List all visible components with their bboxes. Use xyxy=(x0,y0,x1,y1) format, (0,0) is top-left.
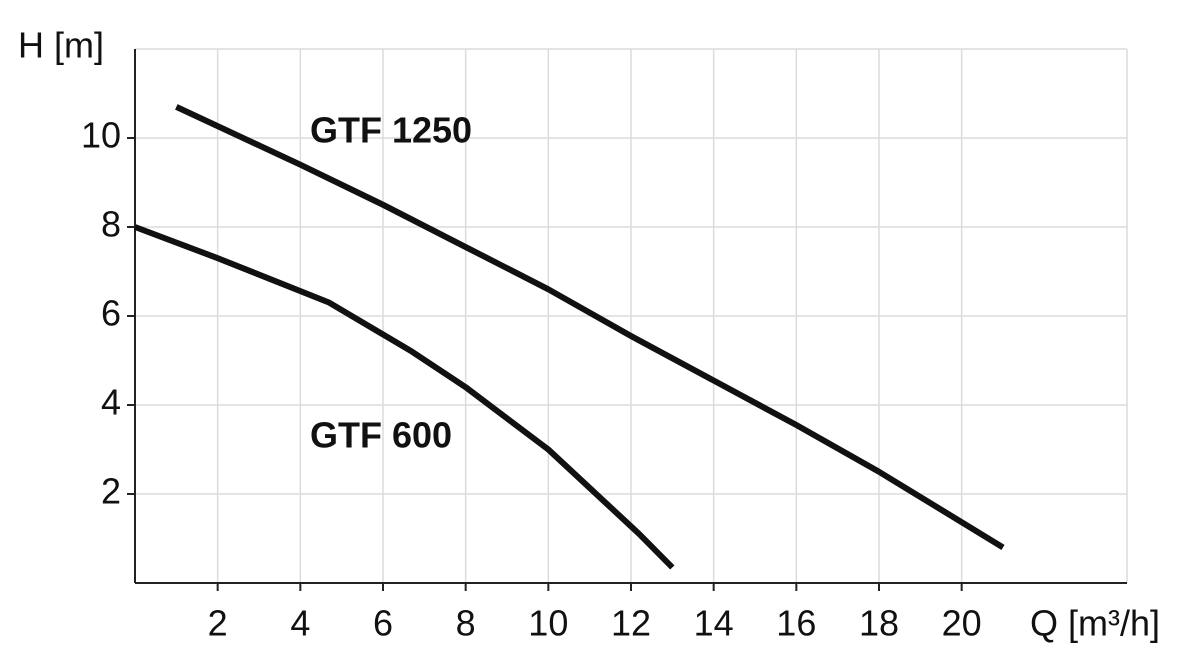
series-line xyxy=(133,224,675,570)
series-line xyxy=(175,104,1005,550)
x-tick-label: 18 xyxy=(859,603,899,644)
x-tick-label: 2 xyxy=(208,603,228,644)
x-tick-label: 14 xyxy=(694,603,734,644)
x-tick-label: 10 xyxy=(528,603,568,644)
series-label: GTF 600 xyxy=(310,415,452,456)
y-tick-label: 10 xyxy=(81,115,121,156)
y-axis-label: H [m] xyxy=(18,25,104,66)
x-tick-label: 16 xyxy=(776,603,816,644)
x-axis-label: Q [m³/h] xyxy=(1030,603,1160,644)
y-tick-label: 8 xyxy=(101,204,121,245)
x-tick-label: 6 xyxy=(373,603,393,644)
y-tick-label: 4 xyxy=(101,382,121,423)
y-tick-label: 6 xyxy=(101,293,121,334)
series-label: GTF 1250 xyxy=(310,110,472,151)
x-tick-label: 8 xyxy=(456,603,476,644)
x-tick-label: 20 xyxy=(942,603,982,644)
x-tick-label: 12 xyxy=(611,603,651,644)
y-tick-label: 2 xyxy=(101,471,121,512)
x-tick-label: 4 xyxy=(290,603,310,644)
